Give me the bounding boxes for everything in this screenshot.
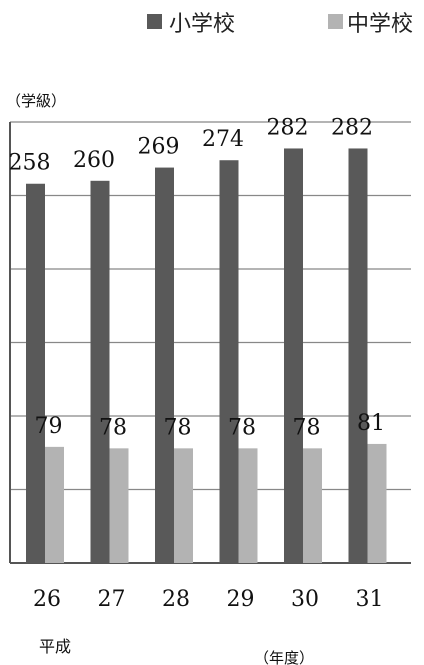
data-label: 81 xyxy=(357,411,385,436)
value-labels: 258 79 260 78 269 78 274 78 282 78 282 81 xyxy=(9,115,386,440)
x-tick-label: 28 xyxy=(162,587,190,612)
legend-label: 中学校 xyxy=(347,12,413,37)
bar-elementary xyxy=(90,180,110,564)
bar-elementary xyxy=(155,167,174,563)
bar-elementary xyxy=(219,160,239,563)
data-label: 78 xyxy=(293,415,321,440)
bar-junior-high xyxy=(109,448,129,563)
bar-junior-high xyxy=(174,448,193,563)
data-label: 78 xyxy=(228,415,256,440)
data-label: 260 xyxy=(73,148,115,173)
data-label: 79 xyxy=(35,414,63,439)
data-label: 282 xyxy=(331,115,373,140)
data-label: 78 xyxy=(99,415,127,440)
data-label: 78 xyxy=(164,415,192,440)
x-axis-title: （年度） xyxy=(254,649,314,665)
data-label: 282 xyxy=(267,115,309,140)
x-tick-label: 31 xyxy=(356,587,384,612)
legend: 小学校 中学校 xyxy=(147,12,413,37)
bar-elementary xyxy=(348,148,368,563)
bar-junior-high xyxy=(45,446,64,563)
bar-elementary xyxy=(284,148,303,563)
gridlines xyxy=(9,121,411,564)
legend-label: 小学校 xyxy=(169,12,235,37)
bars xyxy=(26,148,387,564)
data-label: 258 xyxy=(9,151,51,176)
x-tick-label: 30 xyxy=(291,587,319,612)
bar-junior-high xyxy=(367,443,387,563)
x-tick-label: 29 xyxy=(227,587,255,612)
bar-junior-high xyxy=(303,448,322,563)
era-label: 平成 xyxy=(39,637,71,656)
data-label: 274 xyxy=(202,127,244,152)
bar-elementary xyxy=(26,183,45,564)
data-label: 269 xyxy=(138,135,180,160)
legend-swatch xyxy=(147,14,162,29)
x-tick-label: 26 xyxy=(33,587,61,612)
x-tick-label: 27 xyxy=(98,587,126,612)
bar-junior-high xyxy=(238,448,258,563)
y-axis-unit-label: （学級） xyxy=(6,92,66,110)
x-tick-labels: 26 27 28 29 30 31 xyxy=(33,587,384,612)
legend-swatch xyxy=(328,14,343,29)
